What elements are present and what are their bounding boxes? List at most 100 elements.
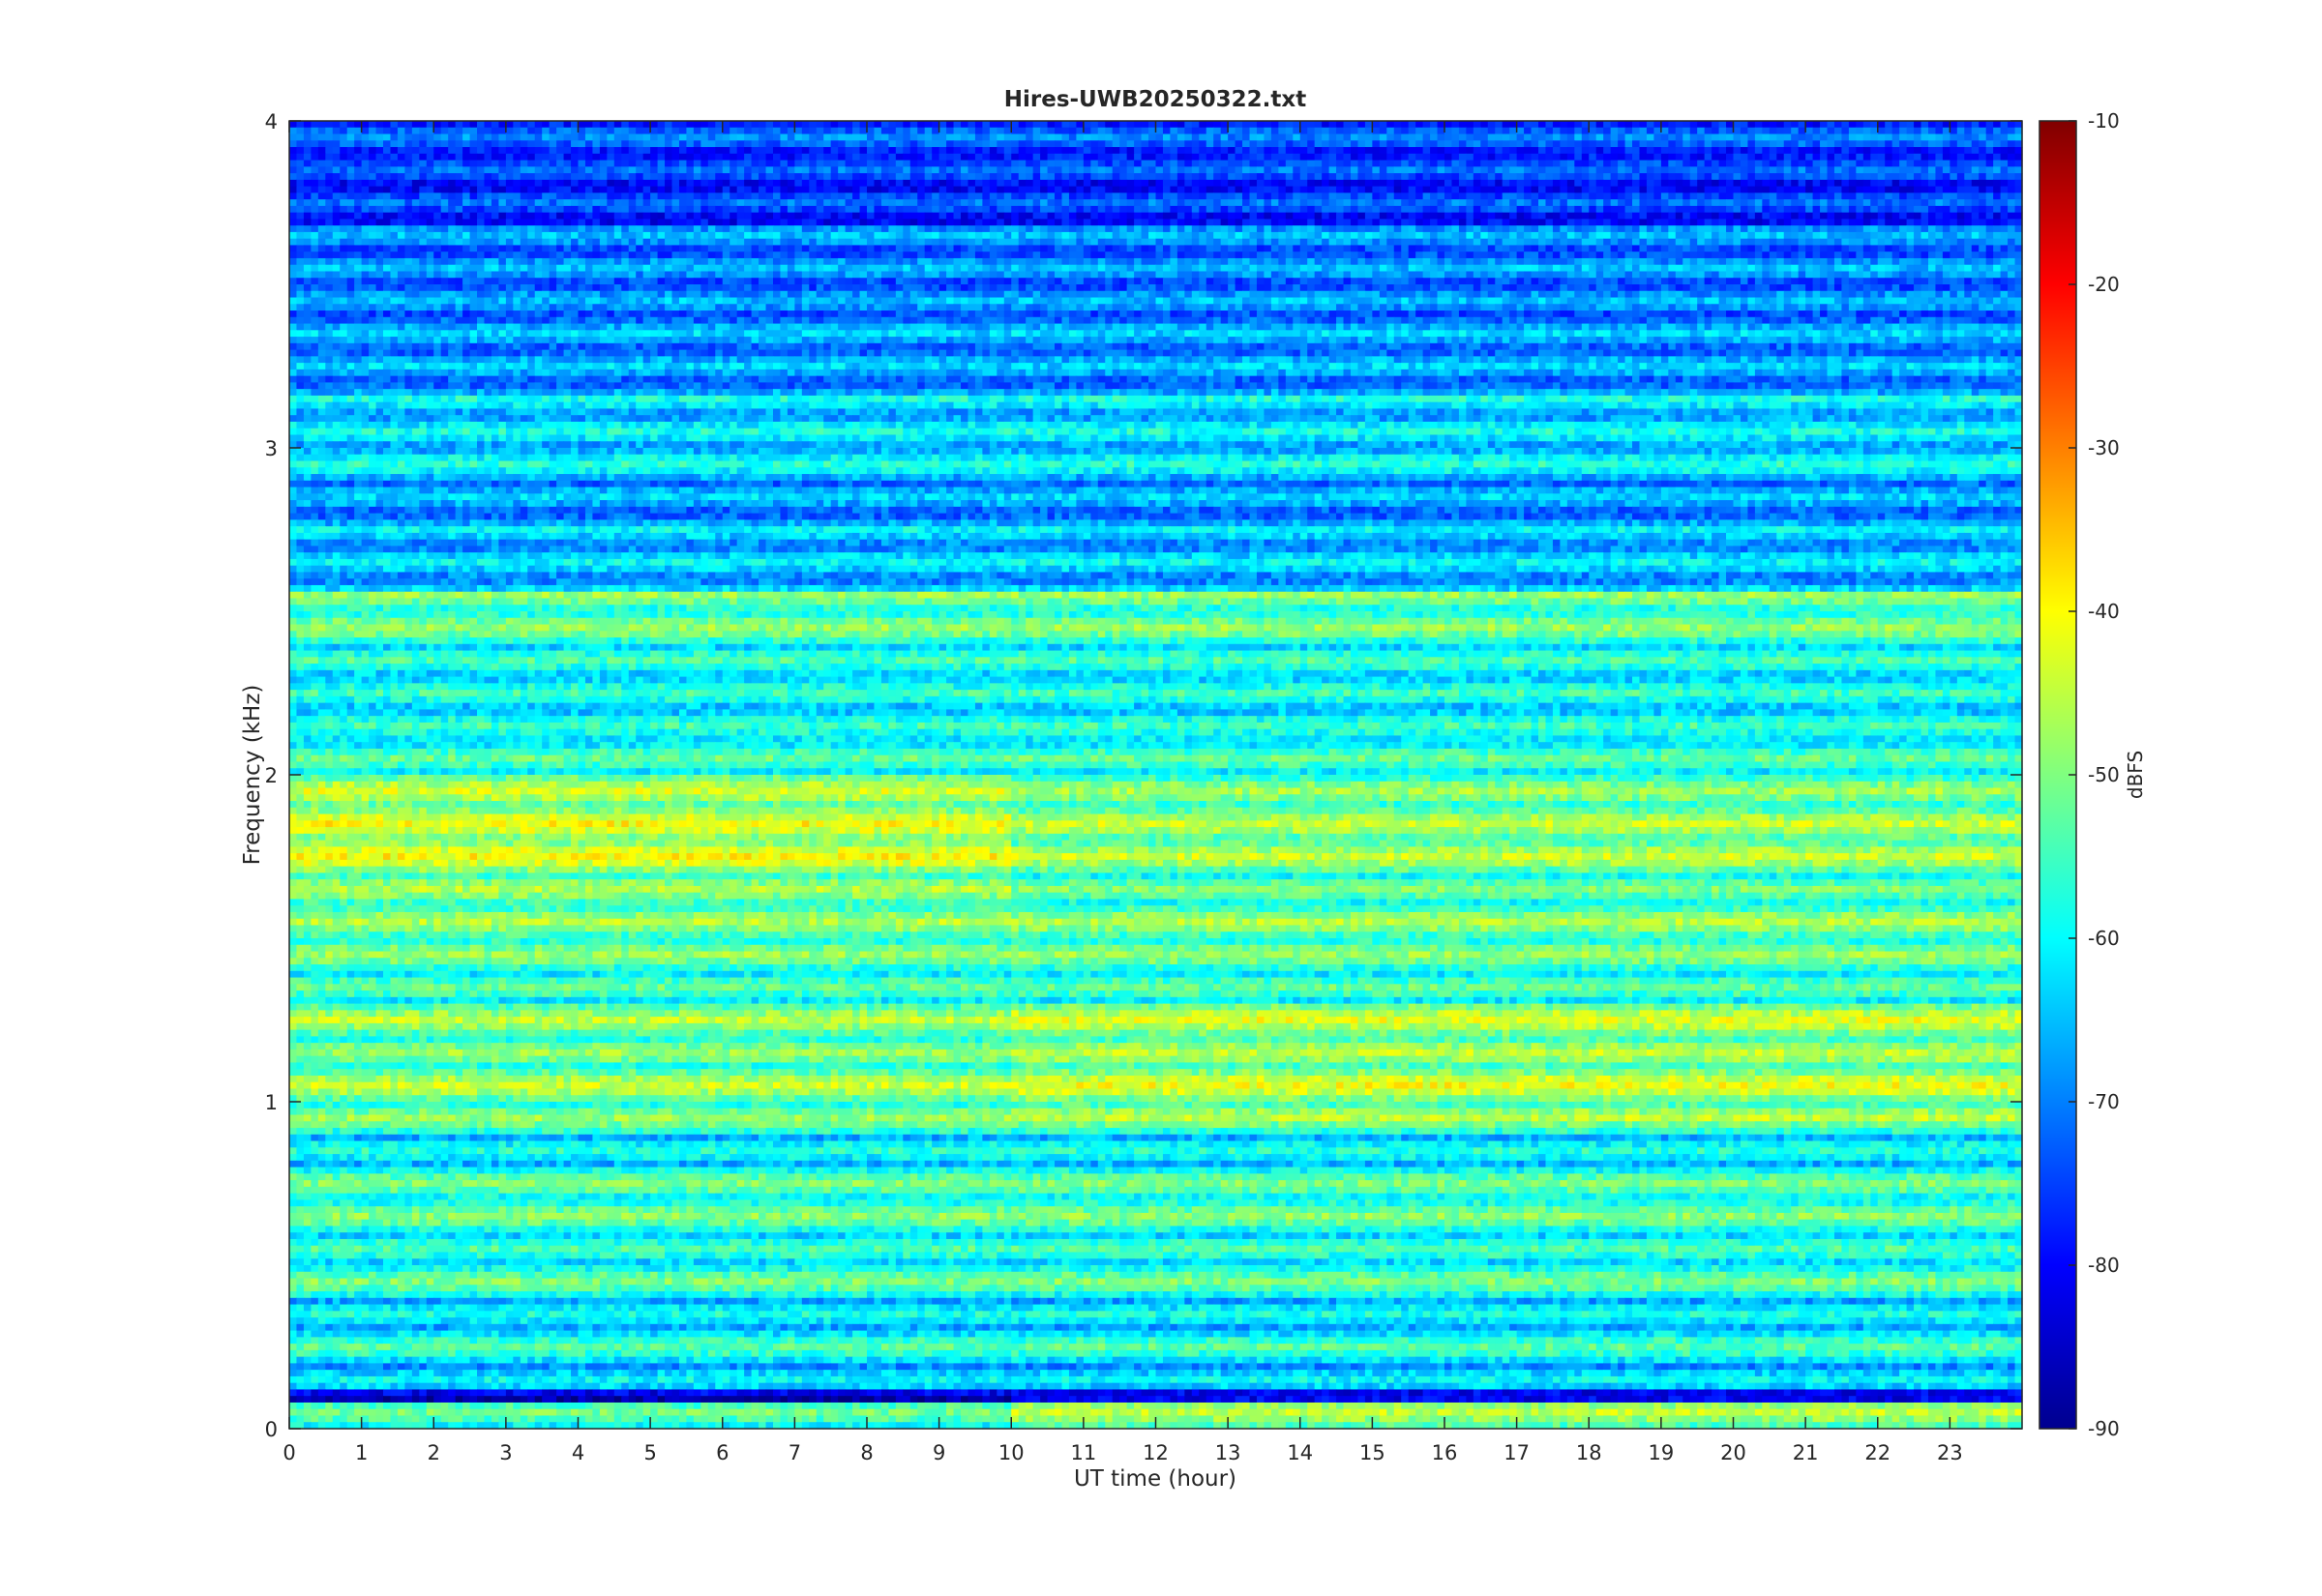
heatmap-cell xyxy=(780,192,789,200)
heatmap-cell xyxy=(317,140,326,148)
heatmap-cell xyxy=(613,127,622,135)
heatmap-cell xyxy=(932,251,940,259)
heatmap-cell xyxy=(303,121,312,129)
heatmap-cell xyxy=(1011,238,1020,247)
heatmap-cell xyxy=(1285,225,1294,233)
heatmap-cell xyxy=(462,219,471,226)
heatmap-cell xyxy=(874,251,882,259)
heatmap-cell xyxy=(1718,173,1727,181)
heatmap-cell xyxy=(751,173,759,181)
heatmap-cell xyxy=(1964,160,1973,167)
heatmap-cell xyxy=(1141,219,1149,226)
heatmap-cell xyxy=(448,225,457,233)
heatmap-cell xyxy=(1697,153,1706,162)
heatmap-cell xyxy=(1704,133,1712,141)
heatmap-cell xyxy=(1235,231,1243,240)
heatmap-cell xyxy=(1502,225,1510,233)
heatmap-cell xyxy=(1112,192,1120,200)
heatmap-cell xyxy=(1920,231,1929,240)
heatmap-cell xyxy=(1386,199,1395,207)
heatmap-cell xyxy=(1618,251,1626,259)
heatmap-cell xyxy=(1971,179,1980,188)
heatmap-cell xyxy=(974,140,983,148)
heatmap-cell xyxy=(1162,147,1172,155)
heatmap-cell xyxy=(1480,251,1489,259)
heatmap-cell xyxy=(563,147,572,155)
heatmap-cell xyxy=(1242,153,1251,162)
heatmap-cell xyxy=(801,251,810,259)
heatmap-cell xyxy=(311,225,319,233)
heatmap-cell xyxy=(932,140,940,148)
heatmap-cell xyxy=(469,153,478,162)
heatmap-cell xyxy=(1747,179,1756,188)
heatmap-cell xyxy=(1126,192,1135,200)
heatmap-cell xyxy=(772,160,782,167)
heatmap-cell xyxy=(1603,121,1612,129)
heatmap-cell xyxy=(867,219,876,226)
heatmap-cell xyxy=(780,166,789,174)
heatmap-cell xyxy=(845,212,853,220)
heatmap-cell xyxy=(1451,153,1460,162)
heatmap-cell xyxy=(1322,251,1330,259)
heatmap-cell xyxy=(390,238,399,247)
heatmap-cell xyxy=(968,140,976,148)
heatmap-cell xyxy=(404,245,413,252)
heatmap-cell xyxy=(1061,153,1070,162)
heatmap-cell xyxy=(346,147,355,155)
heatmap-cell xyxy=(961,199,969,207)
heatmap-cell xyxy=(787,166,795,174)
heatmap-cell xyxy=(1199,127,1207,135)
heatmap-cell xyxy=(1885,147,1893,155)
heatmap-cell xyxy=(657,127,666,135)
heatmap-cell xyxy=(1011,245,1020,252)
heatmap-cell xyxy=(520,225,528,233)
heatmap-cell xyxy=(678,133,688,141)
heatmap-cell xyxy=(383,251,392,259)
heatmap-cell xyxy=(1856,166,1864,174)
heatmap-cell xyxy=(1148,251,1157,259)
heatmap-cell xyxy=(1018,186,1027,193)
heatmap-cell xyxy=(1566,121,1575,129)
heatmap-cell xyxy=(1083,219,1091,226)
heatmap-cell xyxy=(759,147,767,155)
heatmap-cell xyxy=(1148,199,1157,207)
heatmap-cell xyxy=(1026,186,1034,193)
heatmap-cell xyxy=(1697,121,1706,129)
heatmap-cell xyxy=(571,160,580,167)
heatmap-cell xyxy=(700,251,709,259)
heatmap-cell xyxy=(989,186,997,193)
heatmap-cell xyxy=(1307,199,1316,207)
heatmap-cell xyxy=(1343,212,1352,220)
heatmap-cell xyxy=(736,245,745,252)
heatmap-cell xyxy=(477,231,486,240)
heatmap-cell xyxy=(1509,133,1518,141)
heatmap-cell xyxy=(1776,166,1785,174)
heatmap-cell xyxy=(433,140,442,148)
heatmap-cell xyxy=(1444,225,1453,233)
heatmap-cell xyxy=(1820,212,1829,220)
heatmap-cell xyxy=(571,192,580,200)
heatmap-cell xyxy=(1285,160,1294,167)
heatmap-cell xyxy=(1979,133,1987,141)
heatmap-cell xyxy=(642,166,651,174)
heatmap-cell xyxy=(678,231,688,240)
heatmap-cell xyxy=(838,238,847,247)
heatmap-cell xyxy=(1068,245,1078,252)
heatmap-cell xyxy=(1956,133,1965,141)
heatmap-cell xyxy=(989,251,997,259)
heatmap-cell xyxy=(1242,140,1251,148)
heatmap-cell xyxy=(592,199,601,207)
heatmap-cell xyxy=(354,199,363,207)
heatmap-cell xyxy=(1971,231,1980,240)
heatmap-cell xyxy=(1401,179,1410,188)
heatmap-cell xyxy=(678,192,688,200)
heatmap-cell xyxy=(1176,212,1185,220)
heatmap-cell xyxy=(780,127,789,135)
heatmap-cell xyxy=(484,147,492,155)
heatmap-cell xyxy=(759,186,767,193)
heatmap-cell xyxy=(1011,127,1020,135)
heatmap-cell xyxy=(477,140,486,148)
heatmap-cell xyxy=(693,192,701,200)
heatmap-cell xyxy=(880,251,889,259)
heatmap-cell xyxy=(513,166,521,174)
